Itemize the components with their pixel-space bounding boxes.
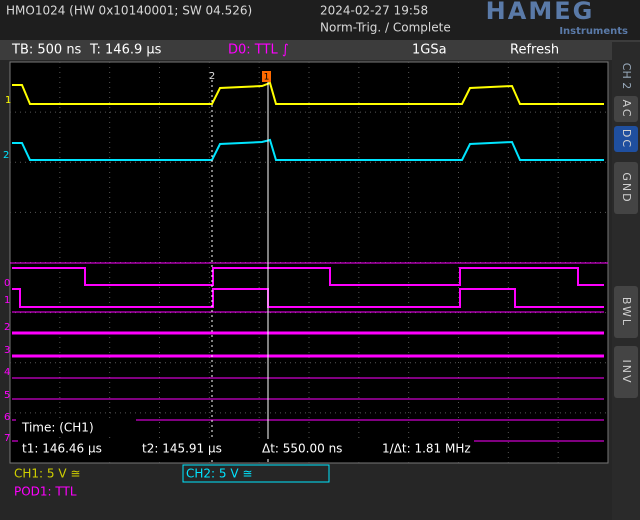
- digital-label: 2: [4, 322, 10, 333]
- menu-button[interactable]: [614, 162, 638, 214]
- cursor-1-box: [262, 71, 271, 82]
- ch1-info[interactable]: CH1: 5 V ≅: [14, 467, 80, 481]
- ch1-marker: 1: [5, 95, 11, 106]
- readout-freq: 1/Δt: 1.81 MHz: [382, 442, 471, 456]
- cursor-1-label: 1: [264, 73, 270, 83]
- ch2-info-box: [182, 464, 330, 483]
- trigger-time[interactable]: T: 146.9 µs: [89, 43, 162, 58]
- cursor-2-label: 2: [209, 71, 215, 82]
- menu-button-label: AC: [620, 99, 633, 118]
- device-info: HMO1024 (HW 0x10140001; SW 04.526): [6, 4, 252, 18]
- readout-bg: [18, 439, 474, 459]
- sample-rate: 1GSa: [412, 43, 447, 58]
- digital-label: 0: [4, 278, 10, 289]
- ch2-info[interactable]: CH2: 5 V ≅: [186, 467, 252, 481]
- menu-button-label: INV: [620, 360, 633, 385]
- d0-trace: [12, 267, 604, 286]
- menu-button-label: GND: [620, 172, 633, 203]
- digital-label: 4: [4, 367, 10, 378]
- readout-delta: Δt: 550.00 ns: [262, 442, 342, 456]
- ch1-trace: [12, 81, 604, 105]
- digital-label: 3: [4, 345, 10, 356]
- status-bg: [0, 40, 640, 60]
- header-bg: [0, 0, 640, 40]
- menu-button[interactable]: [614, 96, 638, 122]
- logo-sub: Instruments: [559, 26, 628, 37]
- logo: HAMEG: [486, 0, 595, 25]
- acq-mode[interactable]: Refresh: [510, 43, 559, 58]
- pod1-info[interactable]: POD1: TTL: [14, 485, 77, 499]
- readout-title: Time: (CH1): [21, 421, 94, 435]
- channel-label: CH 2: [620, 63, 633, 89]
- trigger-state: Norm-Trig. / Complete: [320, 21, 451, 35]
- menu-button[interactable]: [614, 286, 638, 338]
- trigger-source[interactable]: D0: TTL ∫: [228, 43, 289, 58]
- ch2-marker: 2: [3, 150, 9, 161]
- digital-label: 7: [4, 433, 10, 444]
- readout-title-bg: [16, 418, 136, 436]
- digital-label: 6: [4, 412, 10, 423]
- menu-button[interactable]: [614, 126, 638, 152]
- digital-labels: 0 1 2 3 4 5 6 7: [4, 278, 10, 444]
- menu-button-label: BWL: [620, 297, 633, 327]
- readout-t2: t2: 145.91 µs: [142, 442, 222, 456]
- readout-t1: t1: 146.46 µs: [22, 442, 102, 456]
- ch2-trace: [12, 138, 604, 161]
- menu-button[interactable]: [614, 346, 638, 398]
- side-menu: CH 2 AC DC GND BWL INV: [614, 63, 638, 398]
- digital-label: 1: [4, 295, 10, 306]
- menu-button-label: DC: [620, 129, 633, 149]
- timebase[interactable]: TB: 500 ns: [11, 43, 82, 58]
- digital-label: 5: [4, 390, 10, 401]
- datetime: 2024-02-27 19:58: [320, 4, 428, 18]
